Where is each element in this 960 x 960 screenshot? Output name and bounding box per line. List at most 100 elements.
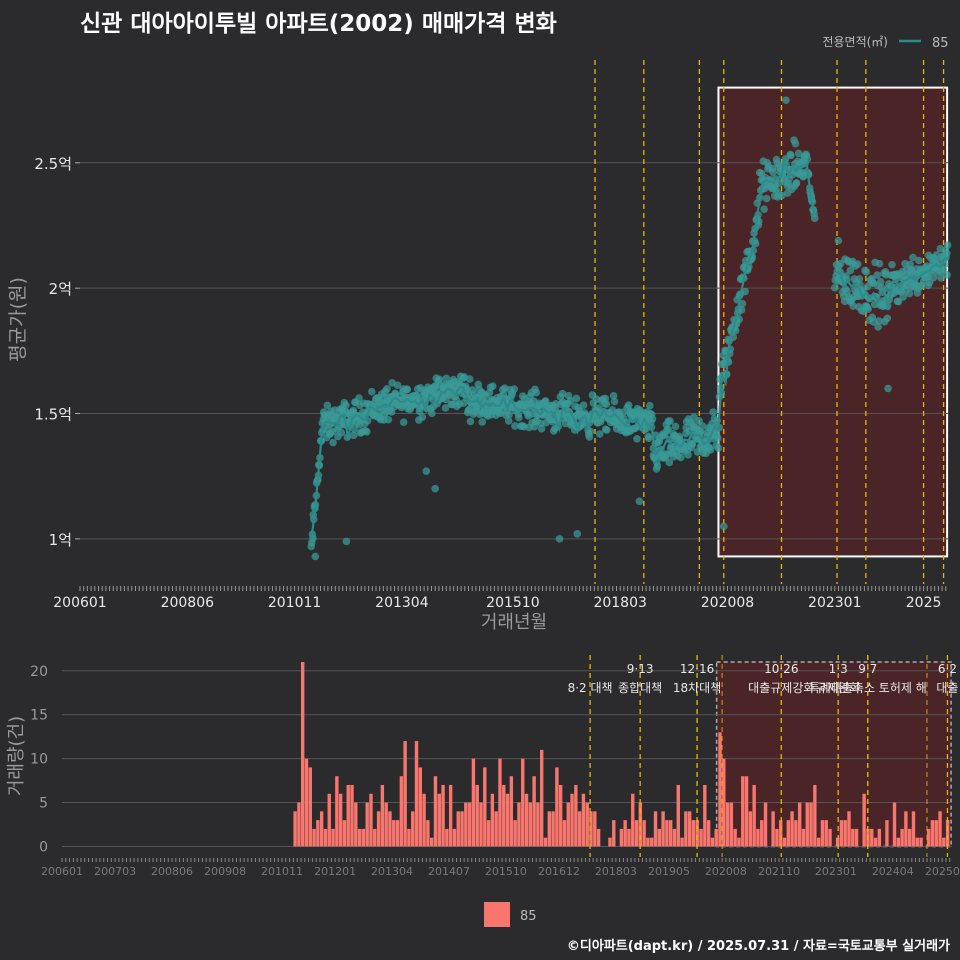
policy-date-label: 6·2: [938, 662, 957, 676]
price-point: [505, 410, 513, 419]
volume-legend-label: 85: [520, 909, 537, 924]
volume-bar: [892, 802, 897, 847]
price-point: [664, 425, 672, 433]
volume-bar: [460, 811, 464, 847]
volume-x-tick-label: 202110: [758, 865, 800, 878]
price-legend-title: 전용면적(㎡): [822, 35, 888, 49]
volume-bar: [703, 784, 707, 847]
price-point: [342, 401, 350, 410]
volume-x-tick-label: 200601: [41, 865, 83, 878]
volume-x-tick-label: 201510: [485, 865, 527, 878]
price-point: [337, 428, 346, 437]
volume-bar: [467, 802, 472, 847]
price-point: [624, 401, 633, 410]
volume-bar: [896, 837, 901, 847]
volume-bar: [407, 828, 411, 847]
volume-bar: [293, 811, 297, 847]
price-point: [566, 396, 575, 405]
price-point: [853, 260, 862, 268]
price-point: [504, 417, 513, 425]
volume-y-tick-label: 20: [30, 664, 48, 680]
volume-bar: [490, 793, 495, 847]
price-point: [943, 271, 951, 279]
volume-bar: [748, 811, 753, 847]
price-point: [713, 434, 722, 443]
price-point: [466, 417, 475, 426]
volume-bar: [585, 802, 589, 847]
volume-bar: [426, 820, 430, 847]
price-point: [909, 253, 917, 262]
volume-bar: [828, 828, 832, 847]
price-point: [602, 426, 611, 434]
price-point: [418, 413, 427, 421]
volume-bar: [551, 811, 555, 847]
volume-bar: [323, 828, 328, 847]
volume-bar: [335, 776, 339, 847]
price-point: [399, 418, 408, 426]
price-y-axis-label: 평균가(원): [7, 277, 29, 362]
policy-date-label: 12·16: [680, 662, 714, 676]
price-point: [714, 444, 723, 452]
price-x-tick-label: 200601: [53, 595, 106, 611]
volume-bar: [369, 793, 373, 847]
volume-bar: [646, 837, 650, 847]
price-x-tick-label: 200806: [161, 595, 215, 611]
volume-bar: [938, 811, 942, 847]
volume-bar: [433, 776, 438, 847]
price-point: [311, 552, 320, 561]
volume-bar: [634, 820, 639, 847]
price-point: [441, 404, 450, 412]
price-point: [915, 256, 923, 265]
volume-bar: [581, 793, 586, 847]
price-mean-line: [310, 159, 949, 541]
volume-bar: [589, 811, 593, 847]
volume-bar: [414, 741, 419, 847]
volume-bar: [627, 828, 631, 847]
volume-x-tick-label: 201612: [538, 865, 580, 878]
price-point: [572, 394, 581, 403]
volume-bar: [775, 828, 779, 847]
volume-bar: [733, 828, 737, 847]
price-point: [888, 260, 896, 269]
volume-bar: [422, 793, 426, 847]
price-point: [769, 168, 777, 177]
volume-bar: [486, 820, 491, 847]
volume-bar: [718, 732, 722, 847]
price-legend-label: 85: [932, 36, 949, 51]
price-point: [511, 422, 519, 430]
volume-bar: [763, 802, 768, 847]
price-point: [633, 435, 641, 443]
volume-bar: [665, 820, 669, 847]
volume-x-tick-label: 202008: [705, 865, 747, 878]
volume-bar: [756, 828, 760, 847]
price-x-tick-label: 201803: [593, 595, 646, 611]
volume-bar: [794, 820, 798, 847]
volume-x-tick-label: 200703: [94, 865, 136, 878]
volume-bar: [824, 820, 828, 847]
volume-bar: [813, 784, 817, 847]
volume-x-tick-label: 202506: [925, 865, 960, 878]
price-point: [792, 179, 801, 187]
price-point: [309, 534, 317, 543]
policy-date-label: 10·26: [764, 662, 798, 676]
price-point: [646, 401, 654, 410]
price-point: [943, 241, 952, 249]
volume-bar: [737, 837, 741, 847]
volume-bar: [782, 837, 787, 847]
price-point: [778, 191, 786, 200]
volume-bar: [342, 820, 347, 847]
volume-bar: [543, 837, 548, 847]
volume-bar: [448, 784, 453, 847]
price-x-axis-label: 거래년월: [481, 612, 547, 633]
price-point: [943, 249, 951, 258]
price-y-tick-label: 2억: [49, 280, 72, 298]
price-point: [349, 406, 358, 415]
volume-bar: [744, 776, 749, 847]
price-point: [873, 271, 881, 279]
price-x-tick-label: 2025: [906, 595, 942, 611]
price-point: [558, 389, 567, 398]
price-point: [803, 155, 812, 163]
price-point: [442, 374, 451, 383]
volume-bar: [900, 828, 904, 847]
